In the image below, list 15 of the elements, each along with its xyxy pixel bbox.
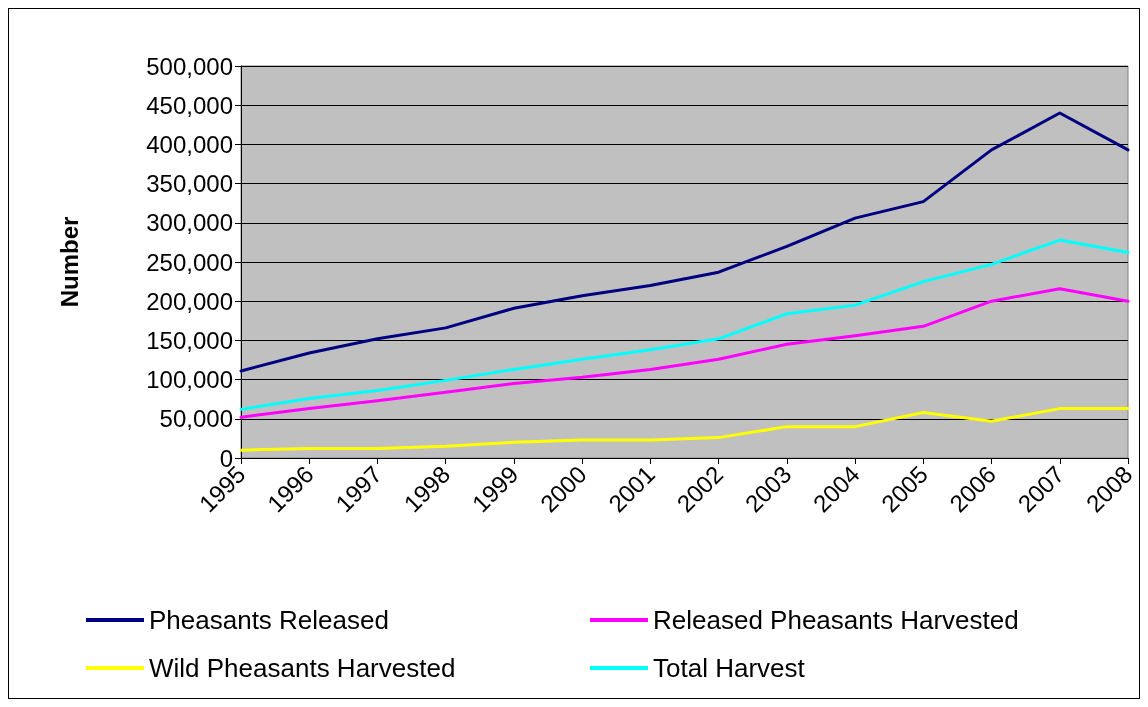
y-tick-label: 500,000 <box>146 52 233 80</box>
y-tick-label: 350,000 <box>146 170 233 198</box>
legend-label: Total Harvest <box>653 653 806 683</box>
y-axis-title: Number <box>55 216 83 308</box>
y-tick-label: 450,000 <box>146 91 233 119</box>
y-tick-label: 300,000 <box>146 209 233 237</box>
y-tick-label: 200,000 <box>146 287 233 315</box>
y-tick-label: 150,000 <box>146 326 233 354</box>
legend-label: Released Pheasants Harvested <box>653 605 1019 635</box>
y-tick-label: 100,000 <box>146 366 233 394</box>
legend-label: Pheasants Released <box>149 605 389 635</box>
y-tick-label: 400,000 <box>146 130 233 158</box>
legend-label: Wild Pheasants Harvested <box>149 653 456 683</box>
y-tick-label: 250,000 <box>146 248 233 276</box>
y-tick-label: 50,000 <box>159 405 233 433</box>
